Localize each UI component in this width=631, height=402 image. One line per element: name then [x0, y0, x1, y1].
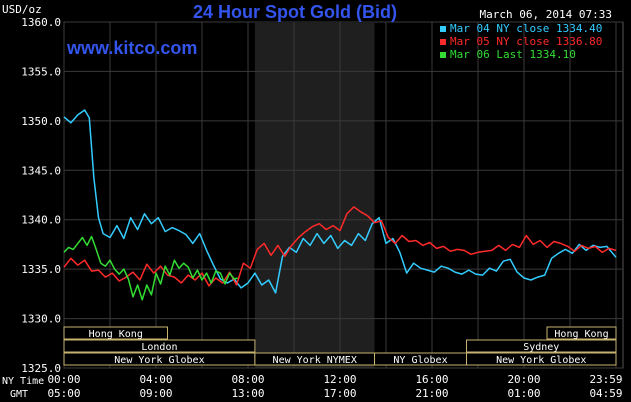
- x-tick-label-gmt: 17:00: [323, 387, 356, 400]
- y-tick-labels: 1325.0 1330.0 1335.0 1340.0 1345.0 1350.0 1355…: [21, 16, 61, 375]
- session-bar: [63, 339, 256, 353]
- series-line: [63, 109, 617, 294]
- session-bar: [63, 326, 168, 340]
- y-tick-label: 1355.0: [21, 65, 61, 78]
- chart-title: 24 Hour Spot Gold (Bid): [193, 2, 397, 22]
- series-lines: [63, 109, 617, 301]
- ny-time-label: NY Time: [2, 376, 44, 387]
- x-tick-label-ny: 00:00: [47, 373, 80, 386]
- session-bar: [546, 326, 617, 340]
- series-line: [63, 206, 617, 287]
- x-tick-label-gmt: 21:00: [415, 387, 448, 400]
- grid-lines: [63, 21, 623, 369]
- legend-swatch: [440, 26, 446, 32]
- nymex-session-band: [254, 23, 375, 368]
- y-axis-label: USD/oz: [2, 3, 42, 16]
- gmt-label: GMT: [10, 389, 28, 400]
- y-tick-label: 1330.0: [21, 313, 61, 326]
- x-tick-label-ny: 16:00: [415, 373, 448, 386]
- series-line: [63, 235, 238, 301]
- legend-swatch: [440, 39, 446, 45]
- date-stamp: March 06, 2014 07:33: [480, 8, 612, 21]
- legend-entry: Mar 05 NY close 1336.80: [450, 35, 602, 48]
- highlight-band: [254, 23, 375, 368]
- session-bar: [466, 352, 617, 366]
- session-bar: [466, 339, 617, 353]
- session-label: Sydney: [523, 342, 559, 353]
- y-tick-label: 1335.0: [21, 263, 61, 276]
- session-label: New York Globex: [114, 355, 204, 366]
- y-tick-label: 1340.0: [21, 214, 61, 227]
- x-tick-label-gmt: 09:00: [139, 387, 172, 400]
- session-label: Hong Kong: [89, 329, 143, 340]
- chart-subtitle: www.kitco.com: [66, 38, 197, 58]
- session-label: Hong Kong: [554, 329, 608, 340]
- y-tick-label: 1345.0: [21, 164, 61, 177]
- session-label: London: [141, 342, 177, 353]
- x-tick-label-gmt: 13:00: [231, 387, 264, 400]
- y-tick-label: 1360.0: [21, 16, 61, 29]
- x-tick-label-gmt: 01:00: [507, 387, 540, 400]
- x-tick-label-ny: 20:00: [507, 373, 540, 386]
- x-tick-labels: 00:00 04:00 08:00 12:00 16:00 20:00 23:59 05:00…: [47, 373, 622, 400]
- session-label: New York Globex: [496, 355, 586, 366]
- x-tick-label-gmt: 05:00: [47, 387, 80, 400]
- session-label: New York NYMEX: [273, 355, 357, 366]
- session-bars: Hong Kong Hong Kong London Sydney New York G…: [63, 326, 617, 366]
- legend-entry: Mar 06 Last 1334.10: [450, 48, 576, 61]
- legend-swatch: [440, 52, 446, 58]
- y-tick-label: 1325.0: [21, 362, 61, 375]
- session-label: NY Globex: [393, 355, 447, 366]
- x-tick-label-ny: 23:59: [589, 373, 622, 386]
- x-tick-label-ny: 04:00: [139, 373, 172, 386]
- x-tick-label-ny: 12:00: [323, 373, 356, 386]
- legend-entry: Mar 04 NY close 1334.40: [450, 22, 602, 35]
- x-tick-label-ny: 08:00: [231, 373, 264, 386]
- y-tick-label: 1350.0: [21, 115, 61, 128]
- x-tick-label-gmt: 04:59: [589, 387, 622, 400]
